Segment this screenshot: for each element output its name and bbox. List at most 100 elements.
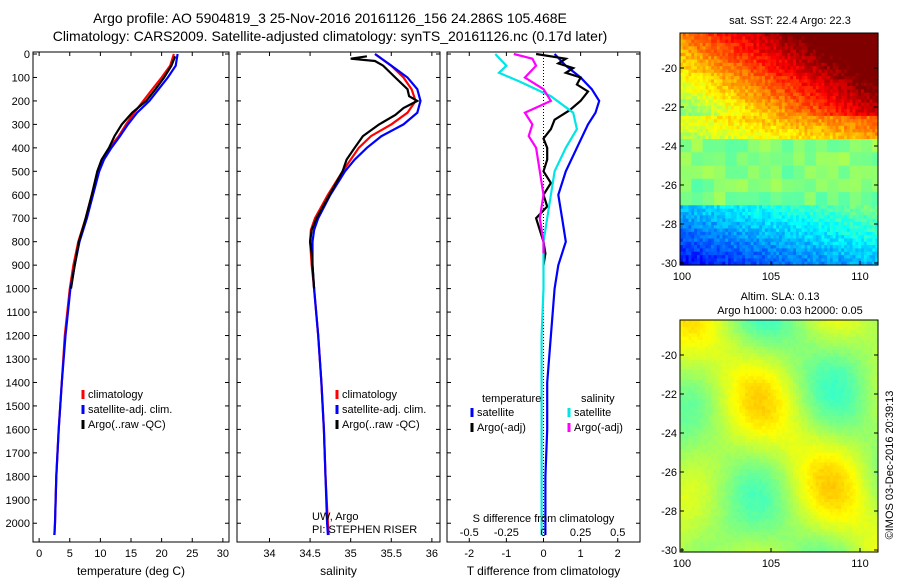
map-cell bbox=[858, 39, 862, 44]
map-cell bbox=[764, 122, 769, 127]
map-cell bbox=[713, 99, 718, 104]
map-cell bbox=[793, 182, 797, 186]
map-cell bbox=[866, 46, 871, 51]
map-cell bbox=[779, 129, 783, 133]
map-cell bbox=[804, 102, 808, 107]
map-cell bbox=[869, 139, 873, 143]
map-cell bbox=[781, 208, 786, 213]
map-cell bbox=[725, 62, 729, 67]
map-cell bbox=[793, 225, 797, 230]
map-cell bbox=[844, 172, 848, 177]
map-cell bbox=[719, 155, 723, 160]
map-cell bbox=[688, 212, 692, 216]
map-cell bbox=[756, 132, 760, 137]
map-cell bbox=[736, 99, 740, 104]
map-cell bbox=[844, 42, 848, 47]
map-cell bbox=[682, 49, 687, 54]
map-cell bbox=[682, 202, 687, 206]
map-cell bbox=[688, 145, 692, 150]
map-cell bbox=[832, 62, 837, 67]
map-cell bbox=[713, 162, 718, 167]
map-cell bbox=[804, 142, 808, 147]
map-cell bbox=[872, 62, 876, 67]
map-cell bbox=[824, 99, 828, 104]
map-cell bbox=[699, 82, 704, 87]
map-cell bbox=[728, 255, 732, 259]
map-cell bbox=[725, 42, 729, 47]
map-cell bbox=[756, 225, 760, 230]
map-cell bbox=[697, 218, 701, 223]
map-cell bbox=[762, 221, 766, 226]
map-cell bbox=[787, 182, 791, 186]
map-cell bbox=[849, 132, 854, 137]
map-cell bbox=[713, 218, 718, 223]
map-cell bbox=[807, 248, 811, 253]
map-cell bbox=[747, 125, 752, 130]
map-cell bbox=[742, 251, 746, 256]
map-cell bbox=[796, 49, 800, 54]
map-cell bbox=[776, 59, 780, 64]
map-cell bbox=[815, 33, 820, 37]
map-cell bbox=[697, 76, 701, 80]
map-cell bbox=[685, 125, 690, 130]
map-cell bbox=[753, 102, 757, 107]
map-cell bbox=[866, 212, 871, 216]
map-cell bbox=[852, 245, 856, 249]
map-cell bbox=[730, 202, 735, 206]
map-cell bbox=[697, 178, 701, 183]
map-cell bbox=[688, 185, 692, 190]
map-cell bbox=[776, 119, 780, 124]
map-cell bbox=[739, 178, 743, 183]
map-cell bbox=[810, 115, 814, 120]
map-cell bbox=[846, 251, 851, 256]
map-cell bbox=[756, 215, 760, 220]
map-cell bbox=[705, 158, 709, 163]
map-cell bbox=[699, 238, 704, 243]
map-cell bbox=[787, 208, 791, 213]
map-cell bbox=[722, 168, 726, 173]
map-cell bbox=[861, 46, 865, 51]
map-cell bbox=[680, 139, 684, 143]
map-cell bbox=[824, 168, 828, 173]
map-cell bbox=[685, 245, 690, 249]
map-cell bbox=[801, 218, 805, 223]
map-cell bbox=[849, 238, 854, 243]
map-cell bbox=[810, 76, 814, 80]
map-cell bbox=[815, 96, 820, 100]
map-cell bbox=[753, 66, 757, 70]
map-cell bbox=[821, 69, 825, 74]
map-cell bbox=[855, 135, 859, 140]
map-cell bbox=[722, 135, 726, 140]
map-cell bbox=[787, 135, 791, 140]
map-cell bbox=[779, 79, 783, 84]
map-cell bbox=[781, 165, 786, 170]
map-cell bbox=[730, 168, 735, 173]
map-cell bbox=[796, 99, 800, 104]
map-cell bbox=[810, 225, 814, 230]
map-cell bbox=[725, 69, 729, 74]
map-cell bbox=[728, 175, 732, 180]
map-cell bbox=[688, 175, 692, 180]
map-cell bbox=[716, 162, 721, 167]
map-cell bbox=[849, 228, 854, 233]
map-cell bbox=[849, 99, 854, 104]
map-cell bbox=[796, 162, 800, 167]
map-cell bbox=[691, 122, 695, 127]
map-cell bbox=[699, 178, 704, 183]
map-cell bbox=[728, 112, 732, 117]
map-cell bbox=[858, 205, 862, 210]
map-cell bbox=[869, 99, 873, 104]
map-cell bbox=[711, 235, 715, 240]
map-cell bbox=[702, 115, 706, 120]
map-cell bbox=[804, 155, 808, 160]
map-cell bbox=[793, 62, 797, 67]
map-cell bbox=[713, 195, 718, 200]
map-cell bbox=[855, 56, 859, 61]
map-cell bbox=[798, 155, 803, 160]
map-cell bbox=[699, 255, 704, 259]
map-cell bbox=[829, 135, 834, 140]
map-cell bbox=[705, 52, 709, 57]
map-cell bbox=[863, 112, 868, 117]
map-cell bbox=[762, 115, 766, 120]
map-cell bbox=[730, 59, 735, 64]
